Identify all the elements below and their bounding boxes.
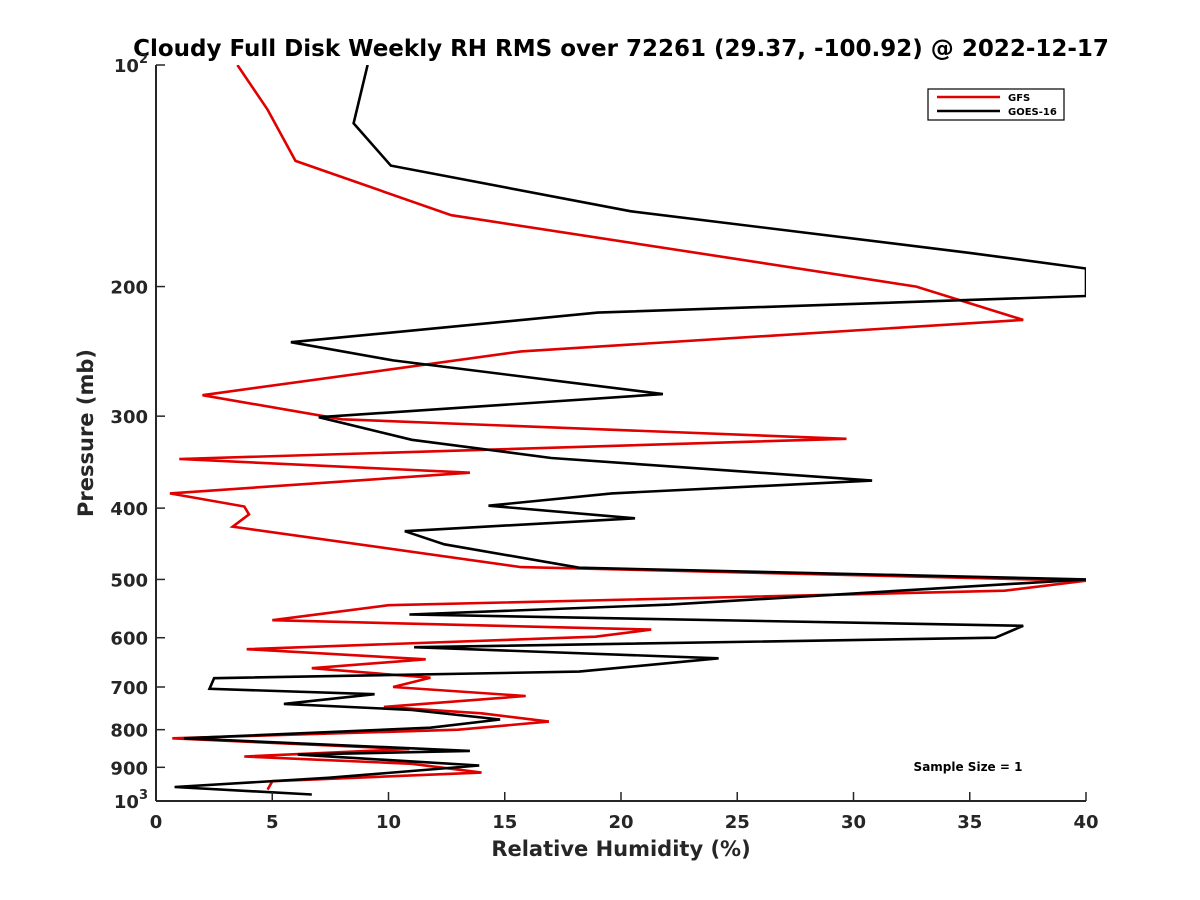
- y-tick-label: 300: [110, 407, 148, 428]
- legend-box: [927, 88, 1065, 121]
- y-tick-label: 102: [114, 52, 148, 77]
- y-tick-label: 103: [114, 788, 148, 813]
- x-tick-label: 10: [376, 812, 401, 833]
- sample-size-annotation: Sample Size = 1: [914, 760, 1023, 774]
- legend-label-gfs: GFS: [1008, 93, 1030, 104]
- x-axis-label: Relative Humidity (%): [491, 837, 750, 861]
- x-tick-label: 30: [841, 812, 866, 833]
- x-tick-label: 15: [492, 812, 517, 833]
- y-tick-layer: 102 200 300 400 500 600 700 800 900 103: [110, 52, 165, 813]
- y-tick-label: 600: [110, 629, 148, 650]
- y-tick-label: 800: [110, 721, 148, 742]
- x-tick-label: 5: [266, 812, 279, 833]
- x-tick-label: 40: [1073, 812, 1098, 833]
- legend: GFS GOES-16: [927, 88, 1065, 121]
- plot-area: [156, 65, 1086, 801]
- series-layer: [169, 65, 1086, 796]
- chart-title: Cloudy Full Disk Weekly RH RMS over 7226…: [133, 36, 1109, 62]
- y-tick-label: 200: [110, 278, 148, 299]
- x-tick-label: 0: [150, 812, 163, 833]
- y-tick-label: 400: [110, 499, 148, 520]
- y-tick-label: 500: [110, 570, 148, 591]
- y-tick-label: 700: [110, 678, 148, 699]
- x-tick-label: 20: [608, 812, 633, 833]
- y-tick-label: 900: [110, 758, 148, 779]
- legend-label-goes16: GOES-16: [1008, 107, 1057, 118]
- x-tick-label: 35: [957, 812, 982, 833]
- series-line-gfs: [169, 65, 1086, 791]
- y-axis-label: Pressure (mb): [74, 349, 98, 517]
- x-tick-layer: 0 5 10 15 20 25 30 35 40: [150, 792, 1099, 833]
- x-tick-label: 25: [725, 812, 750, 833]
